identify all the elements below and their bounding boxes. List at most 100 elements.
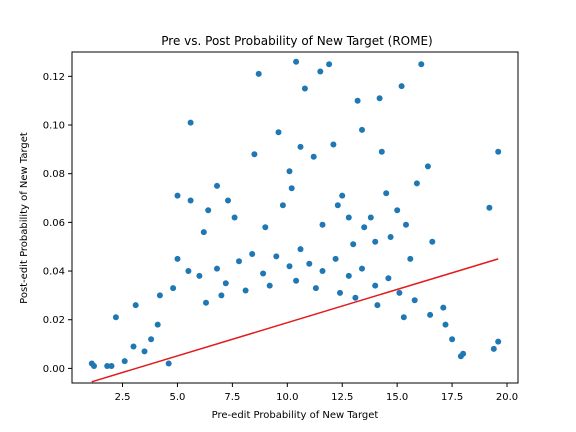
data-point [407,255,414,262]
data-point [231,214,238,221]
y-tick-label: 0.12 [43,72,65,83]
data-point [130,343,137,350]
data-point [411,297,418,304]
points-layer [88,58,502,369]
y-axis-ticks: 0.00 0.02 0.04 0.06 0.08 0.10 0.12 [43,72,72,375]
data-point [413,180,420,187]
chart-title: Pre vs. Post Probability of New Target (… [161,34,432,48]
data-point [495,338,502,345]
data-point [372,238,379,245]
data-point [218,292,225,299]
data-point [359,126,365,133]
data-point [301,85,308,92]
data-point [132,302,139,309]
data-point [286,168,293,175]
data-point [203,299,209,306]
data-point [251,151,258,158]
data-point [185,268,192,274]
y-tick-label: 0.02 [43,315,65,326]
x-tick-label: 10.0 [276,392,298,403]
x-tick-label: 12.5 [331,392,353,403]
data-point [293,277,300,284]
data-point [222,280,229,287]
x-tick-label: 2.5 [115,392,131,403]
data-point [334,202,341,209]
data-point [156,292,163,299]
data-point [174,192,181,199]
data-point [293,58,300,65]
data-point [249,251,256,257]
fit-line-layer [91,258,499,383]
data-point [187,119,194,126]
data-point [385,275,392,282]
data-point [398,83,405,90]
data-point [317,68,324,75]
data-point [121,358,128,365]
plot-frame [71,51,519,384]
data-point [418,61,425,68]
data-point [376,95,383,102]
data-point [236,258,242,265]
x-tick-label: 7.5 [224,392,240,403]
data-point [440,304,447,311]
x-axis-title: Pre-edit Probability of New Target [212,410,379,421]
data-point [174,255,181,262]
y-tick-label: 0.00 [43,364,65,375]
data-point [205,207,212,214]
data-point [260,270,267,277]
data-point [427,311,434,318]
x-tick-label: 15.0 [386,392,408,403]
data-point [330,141,337,148]
data-point [187,197,194,204]
data-point [332,255,339,262]
data-point [339,192,346,199]
data-point [337,289,343,296]
data-point [108,363,115,369]
data-point [449,336,456,343]
data-point [400,314,407,321]
data-point [367,214,374,221]
y-tick-label: 0.04 [43,267,65,278]
data-point [286,263,293,270]
data-point [424,163,431,170]
data-point [326,61,333,68]
data-point [310,153,317,160]
data-point [288,185,295,192]
fit-line [91,258,499,383]
data-point [200,229,207,236]
data-point [460,350,467,357]
data-point [104,363,111,369]
data-point [372,282,379,289]
data-point [352,294,359,301]
data-point [319,268,326,274]
data-point [225,197,231,204]
x-tick-label: 20.0 [496,392,518,403]
data-point [396,289,403,296]
data-point [279,202,286,209]
y-tick-label: 0.08 [43,169,65,180]
data-point [374,302,381,309]
data-point [495,148,502,155]
data-point [350,241,357,248]
data-point [312,285,319,292]
data-point [361,224,368,231]
data-point [148,336,155,343]
data-point [266,282,273,289]
data-point [306,260,313,267]
data-point [297,246,304,253]
data-point [214,182,220,189]
data-point [141,348,148,355]
data-point [262,224,269,231]
data-point [490,345,497,352]
data-point [403,221,409,228]
data-point [345,272,352,279]
data-point [354,97,361,104]
data-point [387,234,394,240]
data-point [214,265,220,272]
data-point [255,70,262,77]
data-point [345,214,352,221]
data-point [486,204,493,211]
y-tick-label: 0.10 [43,121,65,132]
data-point [378,148,385,155]
